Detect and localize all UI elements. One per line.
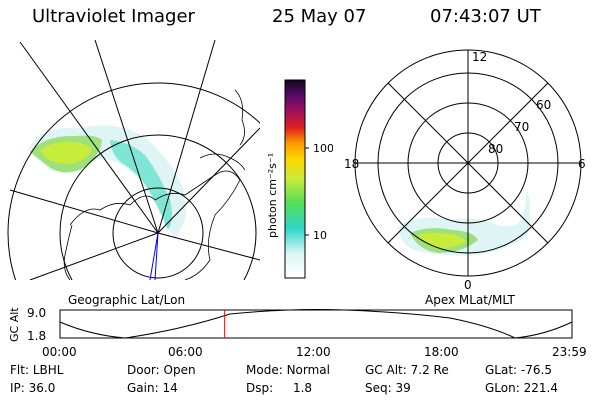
coastline bbox=[63, 224, 73, 280]
meridian-line bbox=[19, 41, 159, 234]
colorbar-tick-100: 100 bbox=[313, 142, 333, 155]
instrument-title: Ultraviolet Imager bbox=[32, 6, 195, 27]
lat-circle-mid bbox=[59, 134, 257, 280]
left-panel-label: Geographic Lat/Lon bbox=[68, 293, 186, 307]
colorbar-gradient bbox=[284, 79, 306, 279]
timeline-ymin: 1.8 bbox=[27, 329, 46, 343]
mode-label: Mode: bbox=[246, 363, 283, 377]
gcalt-label: GC Alt: bbox=[365, 363, 407, 377]
flt-label: Flt: bbox=[10, 363, 29, 377]
colorbar-tick-10: 10 bbox=[313, 229, 327, 242]
lat-circle-inner bbox=[112, 187, 204, 279]
right-panel-label: Apex MLat/MLT bbox=[425, 293, 515, 307]
meridian-line bbox=[29, 232, 159, 280]
seq-label: Seq: bbox=[365, 381, 392, 395]
nadir-line bbox=[149, 232, 159, 281]
door-value: Open bbox=[163, 363, 196, 377]
meridian-line bbox=[94, 40, 159, 234]
coastline bbox=[69, 170, 241, 280]
dsp-status: Dsp: 1.8 bbox=[246, 381, 312, 395]
gain-label: Gain: bbox=[127, 381, 159, 395]
meridian-line bbox=[157, 40, 216, 234]
mode-value: Normal bbox=[286, 363, 330, 377]
mlt-label-12: 12 bbox=[472, 50, 487, 64]
coastline bbox=[234, 89, 245, 146]
aurora-patch-left bbox=[28, 125, 186, 240]
glon-label: GLon: bbox=[485, 381, 520, 395]
geographic-map bbox=[7, 40, 260, 281]
time-tick-1800: 18:00 bbox=[424, 345, 459, 359]
meridian-line bbox=[157, 127, 260, 234]
door-status: Door: Open bbox=[127, 363, 196, 377]
mode-status: Mode: Normal bbox=[246, 363, 330, 377]
ip-value: 36.0 bbox=[28, 381, 56, 395]
meridian-line bbox=[157, 232, 260, 261]
dsp-value: 1.8 bbox=[292, 381, 313, 395]
time-label: 07:43:07 UT bbox=[430, 6, 541, 27]
flt-value: LBHL bbox=[32, 363, 64, 377]
colorbar: 100 10 photon cm⁻²s⁻¹ bbox=[266, 79, 333, 279]
coastline bbox=[199, 153, 246, 171]
dsp-label: Dsp: bbox=[246, 381, 274, 395]
glon-status: GLon: 221.4 bbox=[485, 381, 558, 395]
mlat-label-70: 70 bbox=[514, 120, 529, 134]
ip-status: IP: 36.0 bbox=[10, 381, 55, 395]
gain-value: 14 bbox=[162, 381, 178, 395]
mlat-label-60: 60 bbox=[536, 98, 551, 112]
mlt-label-18: 18 bbox=[344, 157, 359, 171]
gcalt-value: 7.2 Re bbox=[410, 363, 449, 377]
flt-status: Flt: LBHL bbox=[10, 363, 63, 377]
glat-label: GLat: bbox=[485, 363, 518, 377]
ip-label: IP: bbox=[10, 381, 25, 395]
mlt-line-diagonal bbox=[387, 82, 549, 244]
colorbar-unit-label: photon cm⁻²s⁻¹ bbox=[266, 153, 279, 238]
gain-status: Gain: 14 bbox=[127, 381, 178, 395]
timeline-ylabel: GC Alt bbox=[8, 307, 21, 342]
timeline-frame bbox=[59, 309, 573, 339]
date-label: 25 May 07 bbox=[272, 6, 367, 27]
gcalt-status: GC Alt: 7.2 Re bbox=[365, 363, 449, 377]
glat-value: -76.5 bbox=[520, 363, 552, 377]
time-tick-2359: 23:59 bbox=[552, 345, 587, 359]
time-tick-0600: 06:00 bbox=[168, 345, 203, 359]
mlat-label-80: 80 bbox=[488, 142, 503, 156]
altitude-timeline: GC Alt 9.0 1.8 bbox=[8, 306, 573, 343]
glon-value: 221.4 bbox=[523, 381, 558, 395]
altitude-curve bbox=[59, 309, 573, 339]
door-label: Door: bbox=[127, 363, 160, 377]
lat-circle-outer bbox=[7, 82, 260, 280]
glat-status: GLat: -76.5 bbox=[485, 363, 552, 377]
mlt-polar-plot: 12 18 6 0 60 70 80 bbox=[344, 49, 586, 292]
mlt-label-6: 6 bbox=[578, 157, 586, 171]
nadir-line bbox=[154, 232, 159, 281]
seq-status: Seq: 39 bbox=[365, 381, 411, 395]
time-tick-1200: 12:00 bbox=[296, 345, 331, 359]
timeline-ymax: 9.0 bbox=[27, 306, 46, 320]
time-tick-0000: 00:00 bbox=[42, 345, 77, 359]
seq-value: 39 bbox=[395, 381, 411, 395]
mlt-label-0: 0 bbox=[464, 278, 472, 292]
